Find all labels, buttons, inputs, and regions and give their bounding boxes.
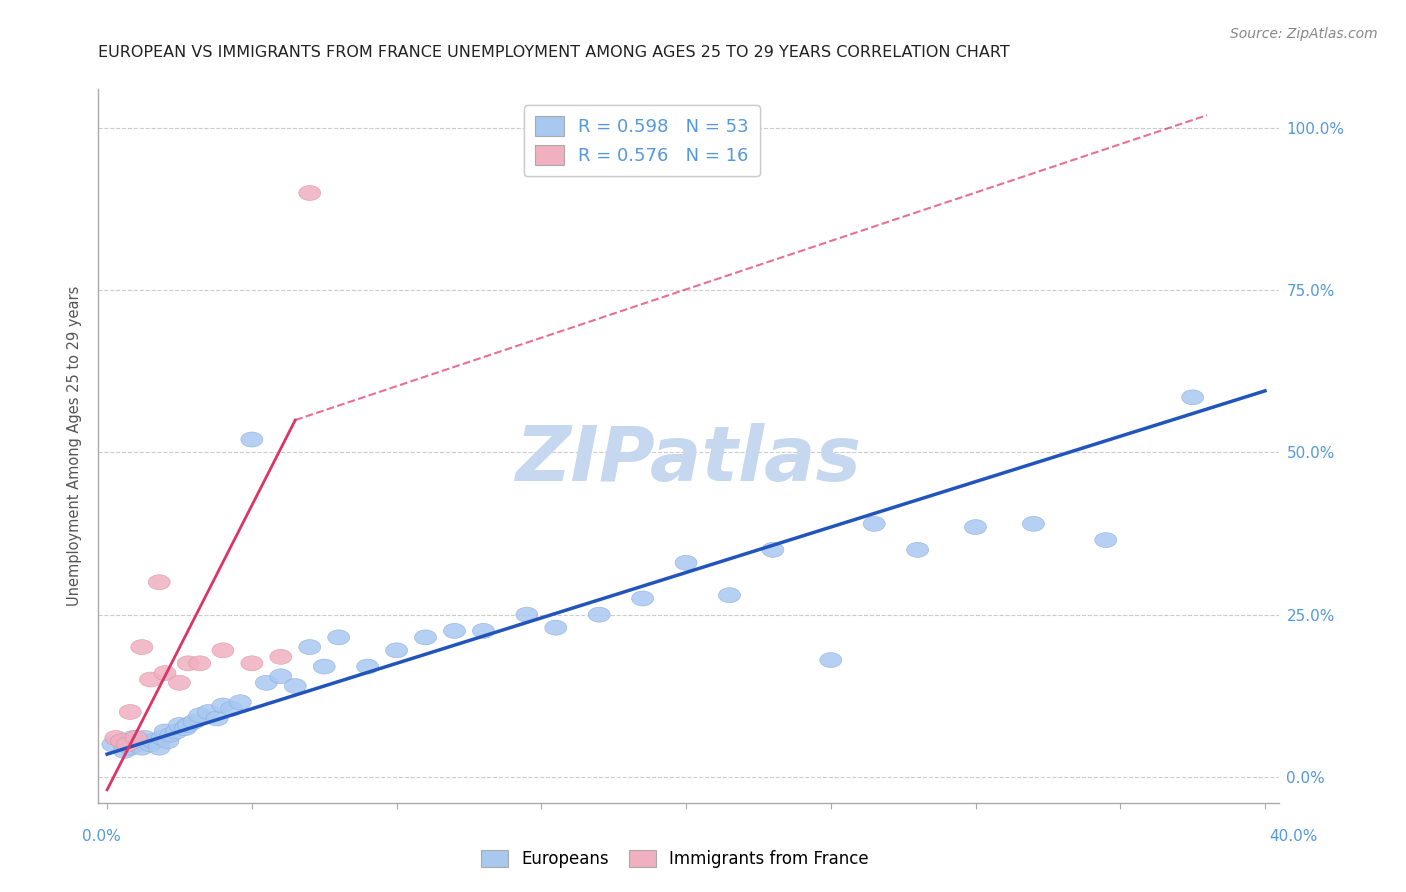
Ellipse shape <box>169 675 190 690</box>
Text: 0.0%: 0.0% <box>82 830 121 844</box>
Ellipse shape <box>1181 390 1204 405</box>
Ellipse shape <box>111 734 132 748</box>
Ellipse shape <box>718 588 741 603</box>
Ellipse shape <box>139 737 162 752</box>
Legend: R = 0.598   N = 53, R = 0.576   N = 16: R = 0.598 N = 53, R = 0.576 N = 16 <box>524 105 759 176</box>
Ellipse shape <box>863 516 886 532</box>
Ellipse shape <box>120 740 141 756</box>
Ellipse shape <box>675 556 697 570</box>
Ellipse shape <box>588 607 610 622</box>
Ellipse shape <box>155 665 176 681</box>
Ellipse shape <box>443 624 465 639</box>
Ellipse shape <box>148 740 170 756</box>
Ellipse shape <box>298 186 321 201</box>
Ellipse shape <box>101 737 124 752</box>
Ellipse shape <box>139 672 162 687</box>
Ellipse shape <box>131 740 153 756</box>
Ellipse shape <box>105 731 127 746</box>
Ellipse shape <box>197 705 219 720</box>
Ellipse shape <box>472 624 495 639</box>
Ellipse shape <box>125 731 148 746</box>
Ellipse shape <box>1022 516 1045 532</box>
Ellipse shape <box>631 591 654 606</box>
Text: ZIPatlas: ZIPatlas <box>516 424 862 497</box>
Ellipse shape <box>212 698 233 713</box>
Ellipse shape <box>207 711 228 726</box>
Ellipse shape <box>357 659 378 674</box>
Ellipse shape <box>169 717 190 732</box>
Ellipse shape <box>270 669 292 684</box>
Ellipse shape <box>114 743 135 758</box>
Ellipse shape <box>142 734 165 748</box>
Ellipse shape <box>314 659 335 674</box>
Ellipse shape <box>256 675 277 690</box>
Ellipse shape <box>150 731 173 746</box>
Ellipse shape <box>212 643 233 657</box>
Ellipse shape <box>221 701 243 716</box>
Ellipse shape <box>229 695 252 710</box>
Ellipse shape <box>120 705 141 720</box>
Ellipse shape <box>240 656 263 671</box>
Ellipse shape <box>177 717 200 732</box>
Ellipse shape <box>183 714 205 729</box>
Ellipse shape <box>284 679 307 693</box>
Text: EUROPEAN VS IMMIGRANTS FROM FRANCE UNEMPLOYMENT AMONG AGES 25 TO 29 YEARS CORREL: EUROPEAN VS IMMIGRANTS FROM FRANCE UNEMP… <box>98 45 1010 60</box>
Ellipse shape <box>128 734 150 748</box>
Ellipse shape <box>1095 533 1116 548</box>
Ellipse shape <box>516 607 538 622</box>
Ellipse shape <box>166 724 187 739</box>
Ellipse shape <box>385 643 408 657</box>
Ellipse shape <box>762 542 785 558</box>
Legend: Europeans, Immigrants from France: Europeans, Immigrants from France <box>475 843 875 875</box>
Ellipse shape <box>117 737 138 752</box>
Text: 40.0%: 40.0% <box>1270 830 1317 844</box>
Ellipse shape <box>155 724 176 739</box>
Ellipse shape <box>415 630 436 645</box>
Ellipse shape <box>134 731 156 746</box>
Ellipse shape <box>148 574 170 590</box>
Ellipse shape <box>907 542 928 558</box>
Ellipse shape <box>965 520 987 534</box>
Ellipse shape <box>174 721 197 736</box>
Ellipse shape <box>111 734 132 748</box>
Ellipse shape <box>188 656 211 671</box>
Ellipse shape <box>188 707 211 723</box>
Ellipse shape <box>131 640 153 655</box>
Ellipse shape <box>125 737 148 752</box>
Ellipse shape <box>298 640 321 655</box>
Ellipse shape <box>544 620 567 635</box>
Ellipse shape <box>328 630 350 645</box>
Ellipse shape <box>820 653 842 667</box>
Ellipse shape <box>270 649 292 665</box>
Ellipse shape <box>160 727 181 742</box>
Y-axis label: Unemployment Among Ages 25 to 29 years: Unemployment Among Ages 25 to 29 years <box>67 285 83 607</box>
Ellipse shape <box>177 656 200 671</box>
Ellipse shape <box>157 734 179 748</box>
Ellipse shape <box>240 432 263 447</box>
Ellipse shape <box>122 731 145 746</box>
Text: Source: ZipAtlas.com: Source: ZipAtlas.com <box>1230 27 1378 41</box>
